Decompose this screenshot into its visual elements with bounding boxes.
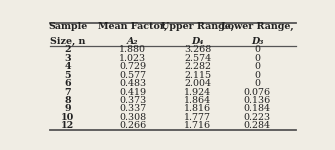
Text: Mean Factor,: Mean Factor, [98,22,168,31]
Text: 3.268: 3.268 [184,45,211,54]
Text: 10: 10 [61,113,74,122]
Text: 0.308: 0.308 [119,113,146,122]
Text: 0: 0 [254,62,260,71]
Text: 1.777: 1.777 [184,113,211,122]
Text: 0.577: 0.577 [119,71,146,80]
Text: Size, n: Size, n [50,37,85,46]
Text: D₄: D₄ [192,37,204,46]
Text: 4: 4 [65,62,71,71]
Text: D₃: D₃ [251,37,264,46]
Text: 2.282: 2.282 [184,62,211,71]
Text: 0.184: 0.184 [244,104,271,113]
Text: 1.816: 1.816 [184,104,211,113]
Text: 2.115: 2.115 [184,71,211,80]
Text: 0.337: 0.337 [119,104,146,113]
Text: 1.924: 1.924 [184,88,211,97]
Text: 0.284: 0.284 [244,121,271,130]
Text: 0.136: 0.136 [244,96,271,105]
Text: 7: 7 [65,88,71,97]
Text: 0.373: 0.373 [119,96,146,105]
Text: A₂: A₂ [127,37,138,46]
Text: 0.419: 0.419 [119,88,146,97]
Text: Sample: Sample [48,22,87,31]
Text: 8: 8 [65,96,71,105]
Text: 2.574: 2.574 [184,54,211,63]
Text: 5: 5 [65,71,71,80]
Text: Lower Range,: Lower Range, [221,22,294,31]
Text: 2: 2 [65,45,71,54]
Text: 3: 3 [65,54,71,63]
Text: 0.729: 0.729 [119,62,146,71]
Text: 0.266: 0.266 [119,121,146,130]
Text: 0: 0 [254,79,260,88]
Text: 6: 6 [65,79,71,88]
Text: 1.023: 1.023 [119,54,146,63]
Text: 0: 0 [254,45,260,54]
Text: 0.223: 0.223 [244,113,271,122]
Text: 2.004: 2.004 [184,79,211,88]
Text: 12: 12 [61,121,74,130]
Text: 1.880: 1.880 [119,45,146,54]
Text: Upper Range,: Upper Range, [161,22,234,31]
Text: 0.076: 0.076 [244,88,271,97]
Text: 1.864: 1.864 [184,96,211,105]
Text: 1.716: 1.716 [184,121,211,130]
Text: 0: 0 [254,54,260,63]
Text: 9: 9 [65,104,71,113]
Text: 0: 0 [254,71,260,80]
Text: 0.483: 0.483 [119,79,146,88]
